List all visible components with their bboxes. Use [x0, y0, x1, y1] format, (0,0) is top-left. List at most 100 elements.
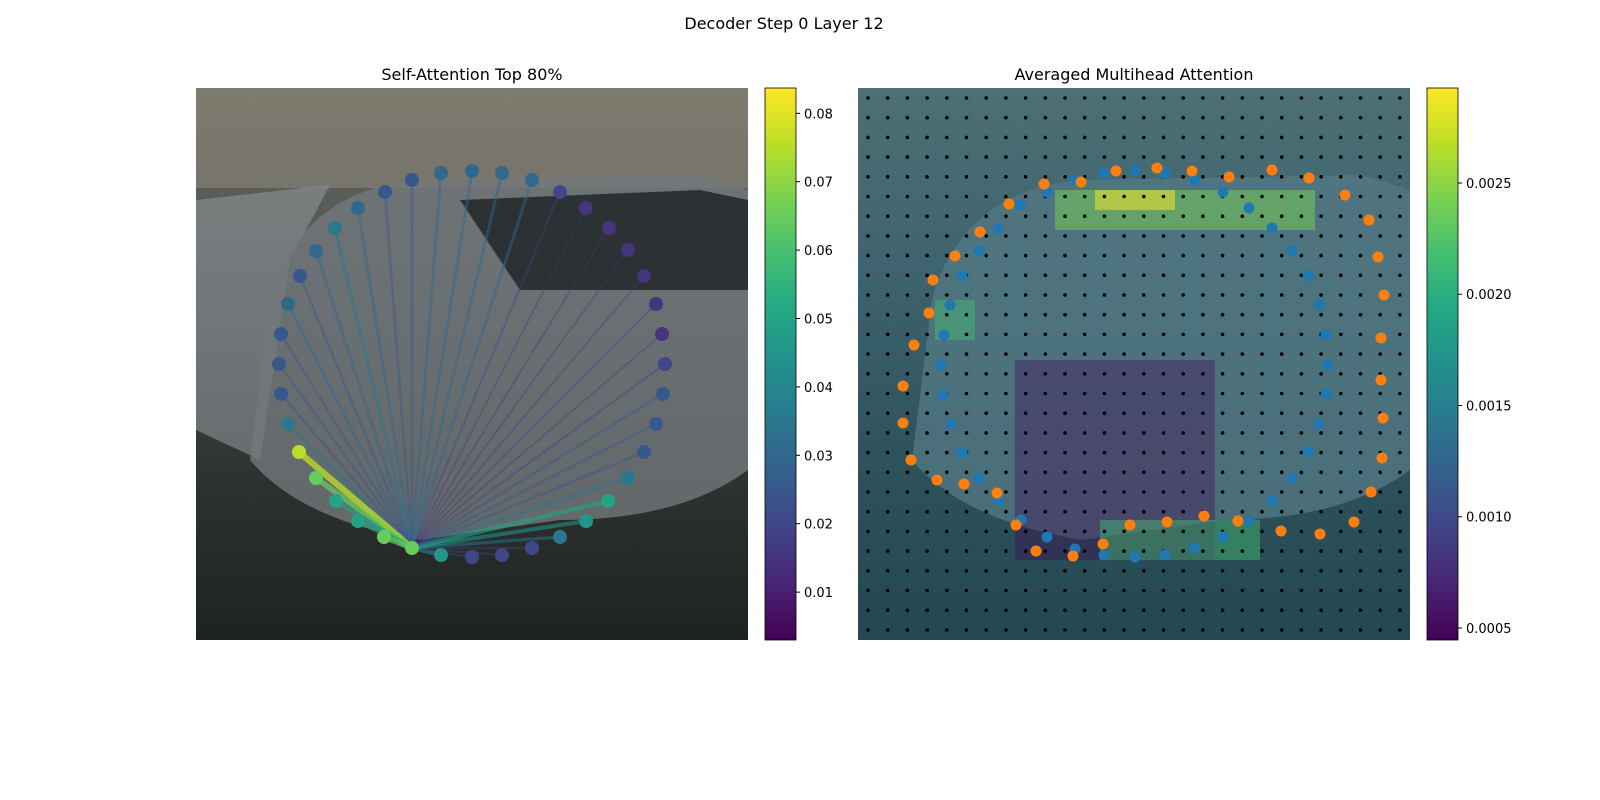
grid-dot — [1161, 214, 1166, 218]
grid-dot — [1260, 450, 1264, 455]
grid-dot — [1063, 509, 1067, 514]
grid-dot — [925, 509, 929, 514]
point — [351, 514, 365, 528]
grid-dot — [1082, 96, 1087, 100]
grid-dot — [1358, 155, 1363, 159]
grid-dot — [1398, 431, 1402, 435]
grid-dot — [1122, 529, 1126, 534]
panel-title: Self-Attention Top 80% — [381, 65, 562, 84]
grid-dot — [905, 509, 910, 514]
grid-dot — [1181, 253, 1185, 258]
grid-dot — [905, 214, 910, 218]
point — [1365, 486, 1377, 498]
grid-dot — [1260, 608, 1264, 612]
point — [525, 173, 539, 187]
grid-dot — [885, 628, 890, 632]
grid-dot — [1299, 312, 1304, 317]
grid-dot — [1358, 175, 1363, 179]
colorbar-tick-label: 0.03 — [804, 449, 833, 464]
grid-dot — [1082, 234, 1087, 238]
grid-dot — [1339, 470, 1343, 475]
grid-dot — [925, 588, 929, 593]
grid-dot — [1260, 372, 1264, 376]
grid-dot — [905, 194, 910, 199]
grid-dot — [1043, 352, 1048, 356]
attention-line — [279, 392, 414, 550]
grid-dot — [1161, 490, 1166, 494]
point — [579, 201, 593, 215]
grid-dot — [1023, 549, 1028, 553]
grid-dot — [1358, 470, 1363, 475]
grid-dot — [1023, 509, 1028, 514]
grid-dot — [964, 490, 969, 494]
colorbar — [764, 87, 797, 641]
grid-dot — [1378, 569, 1382, 573]
point — [465, 550, 479, 564]
grid-dot — [1358, 628, 1363, 632]
grid-dot — [1378, 391, 1382, 396]
grid-dot — [866, 293, 870, 297]
grid-dot — [1102, 253, 1107, 258]
grid-dot — [1279, 588, 1284, 593]
grid-dot — [1023, 372, 1028, 376]
grid-dot — [1004, 312, 1008, 317]
grid-dot — [1299, 450, 1304, 455]
grid-dot — [1398, 293, 1402, 297]
point — [938, 329, 950, 341]
grid-dot — [1299, 332, 1304, 337]
grid-dot — [1299, 608, 1304, 612]
attention-line — [411, 275, 645, 549]
grid-dot — [1142, 569, 1146, 573]
attention-line — [410, 178, 534, 550]
grid-dot — [945, 372, 949, 376]
grid-dot — [1181, 175, 1185, 179]
grid-dot — [1063, 470, 1067, 475]
grid-dot — [1378, 588, 1382, 593]
point — [553, 185, 567, 199]
attention-line — [411, 333, 663, 549]
grid-dot — [1358, 509, 1363, 514]
grid-dot — [1201, 431, 1205, 435]
grid-dot — [905, 115, 910, 120]
grid-dot — [1319, 628, 1323, 632]
grid-dot — [1161, 115, 1166, 120]
grid-dot — [885, 332, 890, 337]
grid-dot — [1004, 155, 1008, 159]
grid-dot — [1240, 293, 1245, 297]
grid-dot — [1122, 450, 1126, 455]
grid-dot — [945, 175, 949, 179]
grid-dot — [964, 253, 969, 258]
grid-dot — [1260, 155, 1264, 159]
grid-dot — [1260, 253, 1264, 258]
grid-dot — [1122, 490, 1126, 494]
grid-dot — [1082, 332, 1087, 337]
point — [974, 226, 986, 238]
grid-dot — [866, 509, 870, 514]
point — [1313, 418, 1325, 430]
grid-dot — [1358, 549, 1363, 553]
grid-dot — [1279, 391, 1284, 396]
grid-dot — [1279, 352, 1284, 356]
grid-dot — [1181, 332, 1185, 337]
grid-dot — [1240, 312, 1245, 317]
grid-dot — [1063, 628, 1067, 632]
grid-dot — [1339, 509, 1343, 514]
point — [897, 380, 909, 392]
grid-dot — [1201, 115, 1205, 120]
grid-dot — [1063, 608, 1067, 612]
grid-dot — [1102, 352, 1107, 356]
grid-dot — [1004, 411, 1008, 416]
grid-dot — [1161, 470, 1166, 475]
grid-dot — [1023, 628, 1028, 632]
grid-dot — [1279, 431, 1284, 435]
grid-dot — [1142, 391, 1146, 396]
grid-dot — [885, 214, 890, 218]
grid-dot — [905, 391, 910, 396]
grid-dot — [1102, 608, 1107, 612]
point — [1372, 251, 1384, 263]
grid-dot — [1319, 194, 1323, 199]
grid-dot — [1122, 155, 1126, 159]
point — [274, 327, 288, 341]
grid-dot — [925, 628, 929, 632]
colorbar-tick-label: 0.0025 — [1466, 177, 1512, 192]
